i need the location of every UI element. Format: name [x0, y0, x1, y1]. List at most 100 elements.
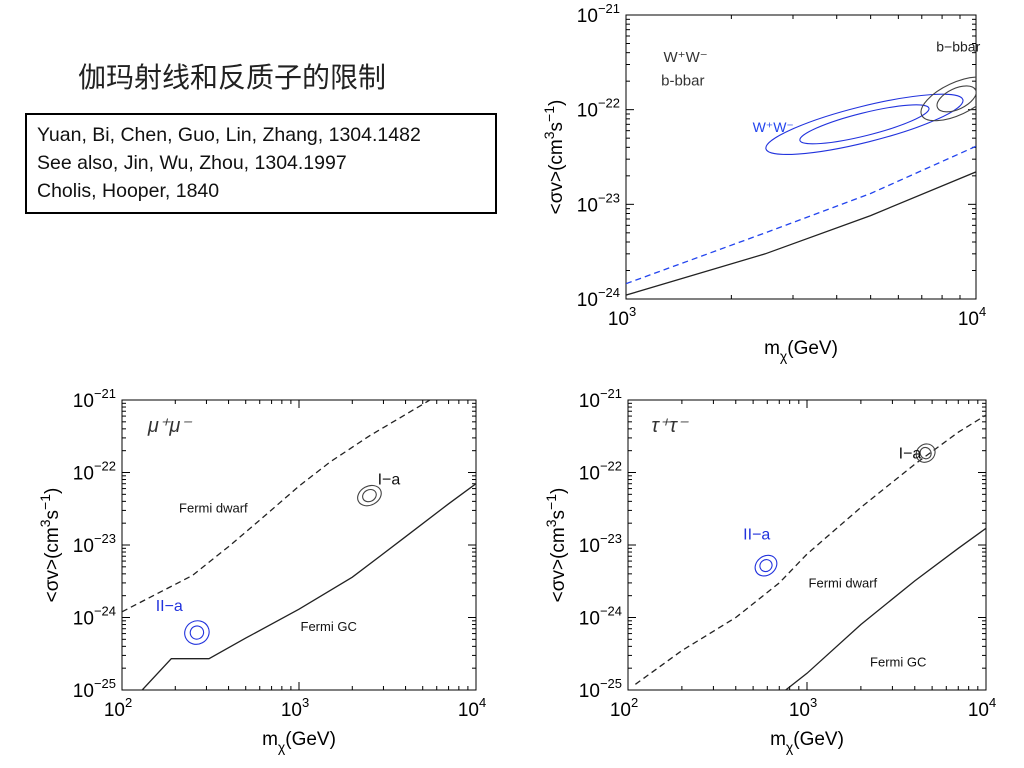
y-tick-label: 10−21 — [577, 1, 620, 27]
reference-line: See also, Jin, Wu, Zhou, 1304.1997 — [37, 152, 347, 174]
axis-label-tail: ) — [546, 100, 567, 106]
x-axis-label: mχ(GeV) — [770, 729, 844, 755]
plot-area — [626, 76, 976, 296]
fit-contour — [765, 93, 964, 156]
tick-base: 10 — [73, 464, 94, 485]
y-tick-label: 10−25 — [579, 676, 622, 702]
reference-box: Yuan, Bi, Chen, Guo, Lin, Zhang, 1304.14… — [25, 113, 497, 214]
axis-label-superscript: 3 — [37, 519, 53, 527]
tick-exponent: 4 — [989, 695, 996, 710]
y-tick-label: 10−24 — [579, 604, 622, 630]
tick-base: 10 — [73, 536, 94, 557]
y-tick-label: 10−24 — [73, 604, 116, 630]
axis-label-superscript: −1 — [541, 106, 557, 122]
tick-base: 10 — [577, 290, 598, 311]
axis-label-main: <σv>(cm — [546, 139, 567, 214]
tick-exponent: 3 — [629, 304, 636, 319]
y-tick-label: 10−25 — [73, 676, 116, 702]
tick-exponent: 3 — [302, 695, 309, 710]
fit-contour — [936, 85, 976, 113]
tick-exponent: 2 — [125, 695, 132, 710]
tick-exponent: −21 — [94, 386, 116, 401]
dashed-limit-line — [635, 414, 986, 685]
reference-line: Cholis, Hooper, 1840 — [37, 180, 220, 202]
fit-contour — [920, 76, 976, 122]
chart-annotation: Fermi GC — [301, 619, 357, 634]
x-tick-label: 104 — [968, 695, 996, 721]
tick-exponent: −22 — [598, 96, 620, 111]
axis-label-tail: ) — [548, 488, 569, 494]
axis-label-subscript: χ — [780, 348, 788, 364]
y-tick-label: 10−22 — [579, 459, 622, 485]
chart-annotation: Fermi GC — [870, 655, 926, 670]
y-tick-label: 10−23 — [579, 531, 622, 557]
chart-annotation: W⁺W⁻ — [753, 119, 794, 135]
tick-exponent: −22 — [94, 459, 116, 474]
axis-label-superscript: −1 — [37, 494, 53, 510]
tick-exponent: 2 — [631, 695, 638, 710]
fit-contour — [754, 554, 778, 577]
tick-base: 10 — [577, 195, 598, 216]
plot-area — [635, 414, 986, 690]
fit-contour — [759, 559, 773, 573]
tick-base: 10 — [610, 700, 631, 721]
x-tick-label: 103 — [789, 695, 817, 721]
x-tick-label: 103 — [608, 304, 636, 330]
chart-annotation: W⁺W⁻ — [664, 49, 708, 66]
tick-base: 10 — [104, 700, 125, 721]
x-axis-label: mχ(GeV) — [764, 338, 838, 364]
ww-bbar-limit-chart: 103 10410−2110−2210−2310−24mχ(GeV)<σv>(cm… — [541, 1, 986, 364]
fit-contour — [357, 484, 382, 507]
tick-base: 10 — [73, 391, 94, 412]
fit-contour — [915, 443, 936, 463]
tick-base: 10 — [608, 309, 629, 330]
y-tick-label: 10−23 — [73, 531, 116, 557]
chart-annotation: II−a — [156, 598, 183, 615]
tick-exponent: 4 — [479, 695, 486, 710]
axis-label-mid: s — [546, 122, 567, 132]
tick-exponent: −24 — [94, 604, 116, 619]
plot-frame — [625, 14, 977, 300]
tick-exponent: −24 — [598, 285, 620, 300]
axis-label-main: m — [770, 729, 786, 750]
slide-title: 伽玛射线和反质子的限制 — [78, 61, 387, 94]
x-tick-label: 103 — [281, 695, 309, 721]
plot-frame — [627, 399, 987, 691]
tick-base: 10 — [579, 391, 600, 412]
axis-label-main: m — [764, 338, 780, 359]
tautau-limit-chart: 102 103 10410−2110−2210−2310−2410−25mχ(GeV… — [543, 386, 996, 755]
tick-exponent: −24 — [600, 604, 622, 619]
solid-limit-line — [626, 171, 976, 296]
chart-annotation: II−a — [743, 526, 770, 543]
tick-exponent: −23 — [600, 531, 622, 546]
tick-base: 10 — [958, 309, 979, 330]
fit-contour — [189, 625, 205, 640]
axis-label-tail: (GeV) — [793, 729, 844, 750]
chart-annotation: I−a — [899, 446, 922, 463]
tick-exponent: −25 — [94, 676, 116, 691]
y-axis-label: <σv>(cm3s−1) — [543, 488, 569, 603]
tick-base: 10 — [579, 609, 600, 630]
y-tick-label: 10−22 — [577, 96, 620, 122]
axis-label-tail: (GeV) — [285, 729, 336, 750]
chart-annotation: I−a — [378, 472, 401, 489]
tick-base: 10 — [458, 700, 479, 721]
x-tick-label: 102 — [610, 695, 638, 721]
chart-annotation: Fermi dwarf — [809, 575, 878, 590]
y-axis-label: <σv>(cm3s−1) — [37, 488, 63, 603]
tick-base: 10 — [577, 6, 598, 27]
fit-contour — [184, 620, 210, 645]
axis-label-mid: s — [548, 510, 569, 520]
axis-label-subscript: χ — [278, 739, 286, 755]
axis-label-superscript: −1 — [543, 494, 559, 510]
y-tick-label: 10−21 — [73, 386, 116, 412]
chart-annotation: b-bbar — [661, 73, 704, 90]
axis-label-main: <σv>(cm — [42, 527, 63, 602]
x-tick-label: 102 — [104, 695, 132, 721]
y-tick-label: 10−24 — [577, 285, 620, 311]
tick-exponent: −22 — [600, 459, 622, 474]
dashed-limit-line — [122, 400, 431, 613]
tick-base: 10 — [968, 700, 989, 721]
tick-base: 10 — [789, 700, 810, 721]
chart-annotation: b−bbar — [936, 39, 980, 55]
